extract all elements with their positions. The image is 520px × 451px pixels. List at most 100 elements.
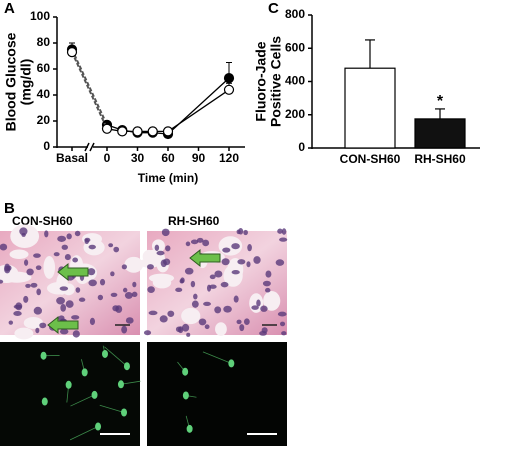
neuron: [82, 368, 88, 376]
y-tick-label: 600: [285, 40, 305, 54]
x-tick-label: 30: [131, 151, 145, 165]
y-axis-label: Positive Cells: [268, 36, 284, 127]
point: [103, 124, 112, 133]
nucleus: [25, 284, 31, 288]
nucleus: [144, 330, 151, 335]
nucleus: [66, 233, 71, 239]
nucleus: [88, 280, 97, 287]
nucleus: [90, 318, 95, 325]
neuron: [92, 391, 98, 399]
point: [225, 85, 234, 94]
nucleus: [193, 294, 197, 300]
neuron: [95, 423, 101, 431]
nucleus: [23, 296, 28, 303]
bar: [415, 119, 465, 148]
nucleus: [35, 328, 39, 333]
nucleus: [244, 318, 250, 325]
nucleus: [186, 333, 190, 337]
neuron: [102, 350, 108, 358]
nucleus: [60, 304, 66, 312]
series-line: [107, 90, 229, 132]
x-tick-label: 0: [104, 151, 111, 165]
nucleus: [265, 288, 270, 293]
nucleus: [199, 319, 207, 326]
nucleus: [180, 279, 184, 283]
nucleus: [205, 324, 210, 329]
nucleus: [263, 281, 271, 287]
y-tick-label: 200: [285, 107, 305, 121]
nucleus: [157, 251, 165, 256]
y-tick-label: 20: [37, 113, 51, 127]
nucleus: [126, 317, 134, 324]
nucleus: [62, 245, 68, 250]
nucleus: [251, 305, 258, 310]
vacuole: [10, 250, 29, 259]
nucleus: [85, 239, 89, 244]
nucleus: [246, 261, 250, 267]
nucleus: [122, 264, 127, 269]
nucleus: [65, 254, 71, 260]
neuron: [42, 398, 48, 406]
image-label: RH-SH60: [168, 214, 220, 228]
nucleus: [9, 320, 13, 324]
nucleus: [132, 282, 136, 288]
nucleus: [108, 243, 113, 247]
y-tick-label: 400: [285, 74, 305, 88]
nucleus: [111, 293, 118, 297]
nucleus: [31, 283, 38, 288]
basal-connector: [72, 52, 107, 129]
nucleus: [221, 282, 229, 287]
nucleus: [202, 240, 209, 247]
nucleus: [72, 258, 78, 263]
neuron: [187, 425, 193, 433]
nucleus: [147, 286, 155, 293]
nucleus: [113, 247, 119, 253]
nucleus: [60, 286, 69, 290]
nucleus: [149, 311, 158, 315]
nucleus: [167, 311, 174, 317]
nucleus: [265, 270, 271, 277]
nucleus: [175, 288, 182, 292]
nucleus: [203, 302, 211, 306]
nucleus: [262, 327, 268, 333]
nucleus: [26, 268, 33, 275]
neuron: [183, 391, 189, 399]
x-tick-label: RH-SH60: [414, 152, 466, 166]
nucleus: [57, 236, 66, 242]
nucleus: [36, 265, 42, 270]
nucleus: [282, 228, 286, 235]
nucleus: [76, 287, 81, 293]
nucleus: [192, 301, 199, 308]
point: [148, 127, 157, 136]
point: [164, 127, 173, 136]
nucleus: [15, 302, 22, 310]
vacuole: [215, 322, 227, 336]
vacuole: [181, 308, 200, 324]
nucleus: [24, 259, 28, 265]
nucleus: [191, 281, 195, 287]
nucleus: [123, 288, 127, 293]
nucleus: [256, 300, 260, 307]
nucleus: [39, 323, 46, 329]
nucleus: [13, 311, 21, 316]
neuron: [118, 380, 124, 388]
vacuole: [14, 328, 33, 340]
neuron: [228, 359, 234, 367]
nucleus: [222, 247, 230, 252]
nucleus: [79, 298, 85, 302]
nucleus: [163, 258, 170, 265]
nucleus: [73, 330, 80, 337]
annotation: *: [437, 93, 444, 110]
nucleus: [36, 288, 41, 295]
micrographs: [0, 224, 287, 446]
vacuole: [43, 256, 55, 279]
x-tick-label: 60: [161, 151, 175, 165]
nucleus: [238, 228, 243, 234]
nucleus: [186, 241, 191, 246]
nucleus: [253, 256, 260, 264]
nucleus: [247, 244, 252, 251]
neuron: [121, 408, 127, 416]
nucleus: [278, 312, 287, 317]
x-tick-label: 90: [192, 151, 206, 165]
